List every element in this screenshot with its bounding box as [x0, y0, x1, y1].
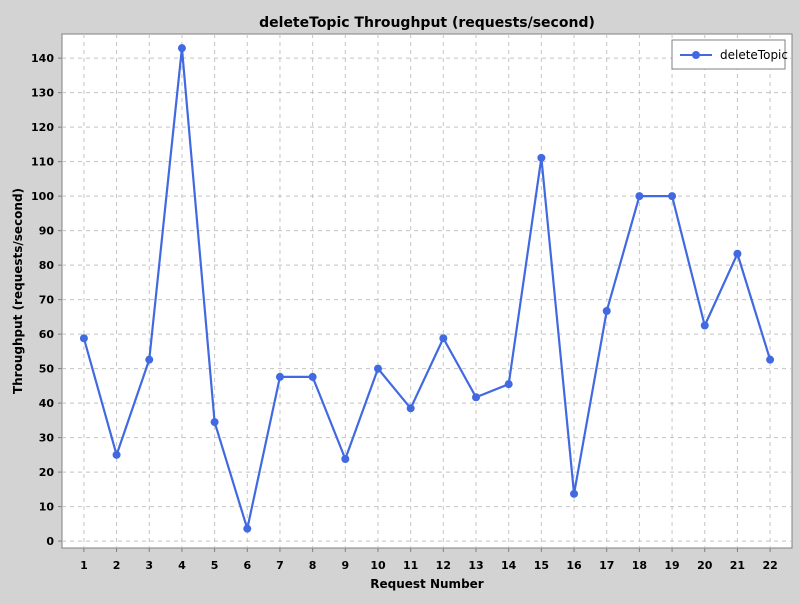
data-point — [537, 153, 546, 162]
data-point — [79, 334, 88, 343]
data-point — [439, 334, 448, 343]
x-tick-label: 5 — [211, 559, 219, 572]
chart-title: deleteTopic Throughput (requests/second) — [259, 15, 595, 31]
data-point — [243, 524, 252, 533]
data-point — [210, 418, 219, 427]
x-tick-label: 14 — [501, 559, 517, 572]
x-tick-label: 18 — [632, 559, 647, 572]
x-axis-label: Request Number — [370, 577, 484, 591]
legend: deleteTopic — [671, 39, 788, 70]
y-tick-label: 120 — [31, 121, 54, 134]
data-point — [472, 393, 481, 402]
y-tick-label: 110 — [31, 156, 54, 169]
data-point — [275, 372, 284, 381]
y-tick-label: 20 — [39, 466, 55, 479]
x-tick-label: 20 — [697, 559, 713, 572]
x-tick-label: 17 — [599, 559, 614, 572]
series-line — [82, 47, 772, 530]
data-point — [145, 355, 154, 364]
x-tick-label: 16 — [566, 559, 582, 572]
data-point — [700, 321, 709, 330]
data-point — [602, 307, 611, 316]
y-tick-label: 80 — [39, 259, 55, 272]
y-tick-label: 90 — [39, 225, 55, 238]
x-tick-label: 13 — [468, 559, 483, 572]
x-tick-label: 15 — [534, 559, 549, 572]
y-tick-label: 30 — [39, 432, 55, 445]
x-tick-label: 2 — [113, 559, 121, 572]
data-point — [766, 355, 775, 364]
x-tick-label: 9 — [341, 559, 349, 572]
y-axis-label: Throughput (requests/second) — [11, 188, 25, 394]
y-tick-label: 0 — [46, 535, 54, 548]
y-tick-label: 50 — [39, 363, 55, 376]
x-tick-label: 12 — [436, 559, 451, 572]
x-tick-label: 10 — [370, 559, 386, 572]
y-tick-label: 40 — [39, 397, 55, 410]
y-tick-label: 70 — [39, 294, 55, 307]
plot-area — [61, 33, 793, 549]
data-point — [177, 44, 186, 53]
x-tick-label: 19 — [664, 559, 679, 572]
y-tick-label: 130 — [31, 87, 54, 100]
x-tick-label: 11 — [403, 559, 418, 572]
x-tick-label: 21 — [730, 559, 745, 572]
x-tick-label: 22 — [762, 559, 777, 572]
data-point — [112, 450, 121, 459]
y-tick-label: 140 — [31, 52, 54, 65]
legend-marker-icon — [692, 51, 700, 59]
data-point — [570, 489, 579, 498]
data-point — [504, 380, 513, 389]
data-point — [308, 372, 317, 381]
data-point — [733, 249, 742, 258]
legend-label: deleteTopic — [720, 48, 788, 62]
data-point — [668, 192, 677, 201]
data-point — [373, 364, 382, 373]
data-point — [635, 192, 644, 201]
y-tick-label: 60 — [39, 328, 55, 341]
data-point — [406, 404, 415, 413]
x-tick-label: 6 — [243, 559, 251, 572]
x-tick-label: 3 — [145, 559, 153, 572]
x-tick-label: 7 — [276, 559, 284, 572]
data-point — [341, 454, 350, 463]
series-layer — [79, 44, 775, 533]
x-tick-label: 4 — [178, 559, 186, 572]
y-tick-label: 100 — [31, 190, 54, 203]
x-tick-label: 1 — [80, 559, 88, 572]
x-tick-label: 8 — [309, 559, 317, 572]
y-tick-label: 10 — [39, 501, 55, 514]
